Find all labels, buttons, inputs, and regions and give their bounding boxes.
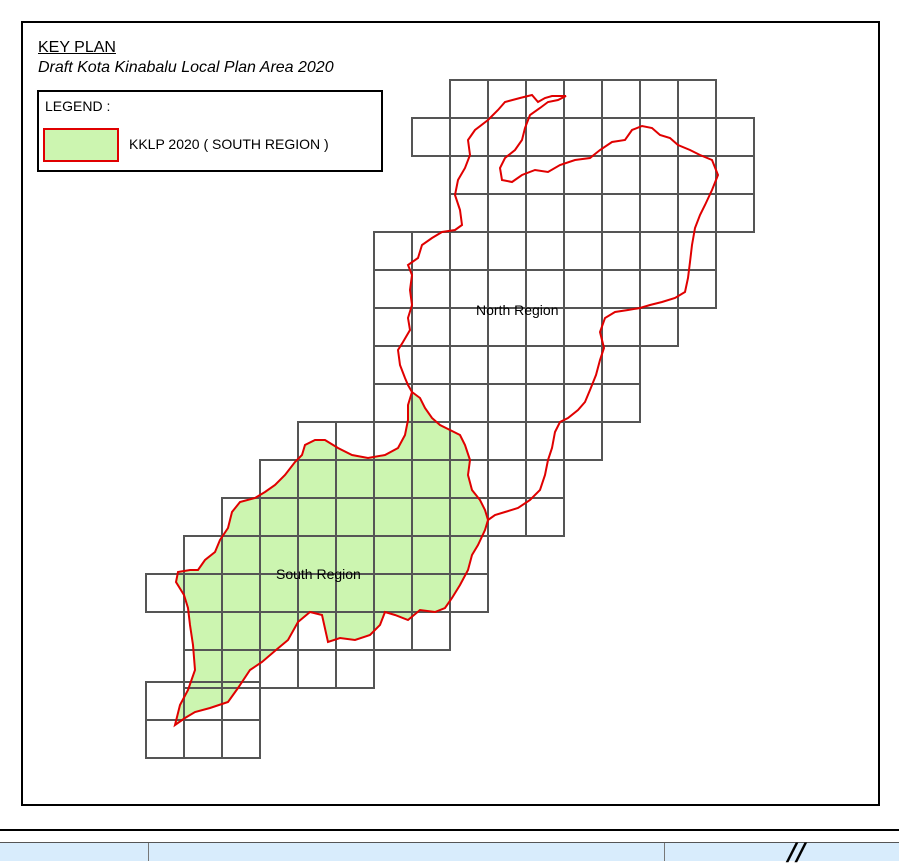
north-region-boundary [396,93,720,521]
south-region-label: South Region [276,566,361,582]
title-strip [0,842,899,861]
legend-title: LEGEND : [45,98,111,114]
map-frame [0,21,899,831]
grid-cells [145,79,755,759]
south-region-area [175,392,488,725]
title-strip-divider [148,843,149,861]
plan-subtitle: Draft Kota Kinabalu Local Plan Area 2020 [38,59,334,76]
legend: LEGEND : KKLP 2020 ( SOUTH REGION ) [37,90,383,172]
title-block: KEY PLAN Draft Kota Kinabalu Local Plan … [38,38,334,78]
legend-swatch-south-region [43,128,119,162]
north-arrow-icon: // [788,838,806,866]
title-strip-divider [664,843,665,861]
key-plan-heading: KEY PLAN [38,39,116,56]
map-canvas [0,21,899,831]
map-border [21,21,880,806]
legend-label-south-region: KKLP 2020 ( SOUTH REGION ) [129,136,329,152]
north-region-label: North Region [476,302,559,318]
